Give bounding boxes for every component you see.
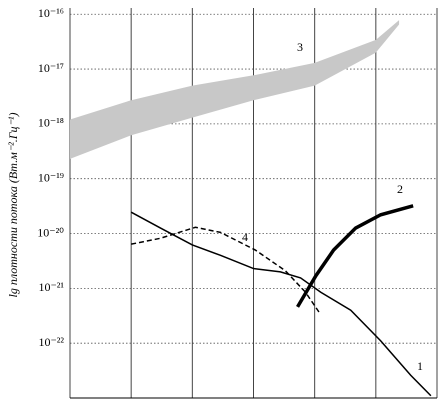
y-tick-label: 10⁻²² [38,335,64,349]
y-tick-label: 10⁻²¹ [38,280,64,294]
series-label: 4 [242,230,248,244]
series-line [296,204,414,308]
series-label: 1 [417,359,423,373]
series-line [130,211,432,397]
y-tick-label: 10⁻¹⁹ [38,170,64,184]
y-tick-label: 10⁻¹⁶ [38,6,64,20]
y-tick-label: 10⁻¹⁷ [38,61,64,75]
series-label: 2 [397,182,403,196]
y-tick-label: 10⁻²⁰ [37,225,64,239]
series-label: 3 [297,40,303,54]
y-axis-label: lg плотности потока (Вт.м⁻².Гц⁻¹) [6,113,20,298]
y-tick-label: 10⁻¹⁸ [38,116,64,130]
band [70,20,400,159]
series-line [131,226,320,313]
